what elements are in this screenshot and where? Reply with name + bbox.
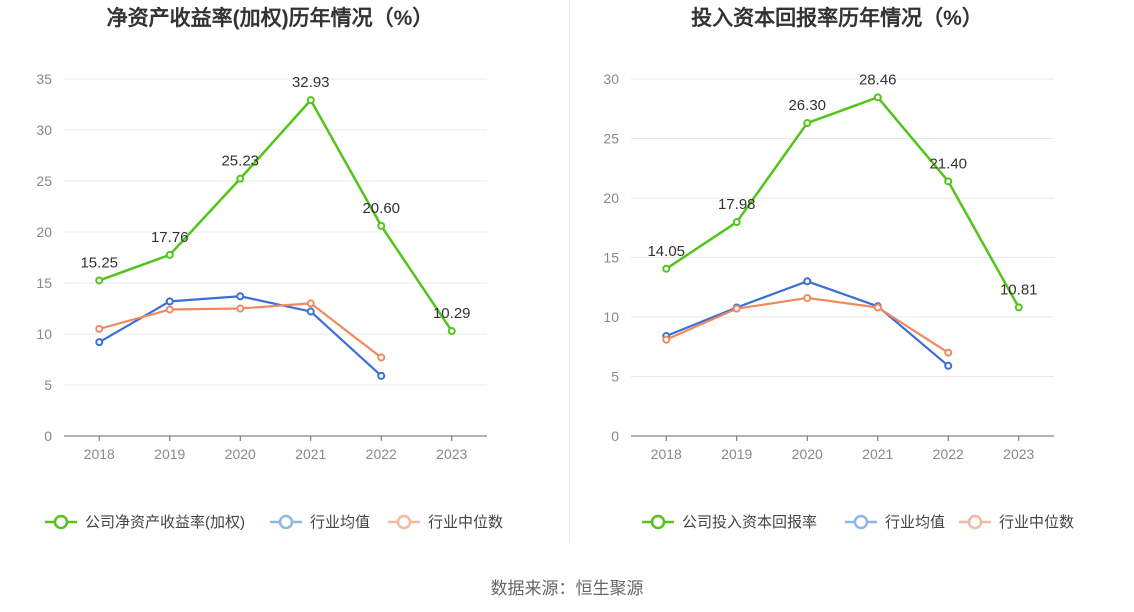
chart1-y-tick-label: 15 xyxy=(36,275,52,291)
chart1-data-label: 10.29 xyxy=(433,305,471,322)
chart2-point-avg xyxy=(803,277,812,286)
chart1-point-avg xyxy=(306,307,315,316)
chart1-legend-label: 行业均值 xyxy=(310,514,370,531)
chart1-x-tick-label: 2018 xyxy=(84,446,115,462)
chart1-series-line-company xyxy=(98,98,453,332)
chart2-data-label: 26.30 xyxy=(788,97,826,114)
roe-chart-panel: 净资产收益率(加权)历年情况（%） 0 5 10 15 20 25 30 35 2018 2019 2… xyxy=(0,0,567,550)
chart1-point-company xyxy=(377,221,386,230)
chart1-data-label: 32.93 xyxy=(292,74,330,91)
chart1-point-company xyxy=(236,174,245,183)
chart2-data-label: 28.46 xyxy=(859,71,897,88)
chart2-legend-label: 公司投入资本回报率 xyxy=(682,514,817,531)
chart1-point-company xyxy=(306,96,315,105)
chart2-data-label: 14.05 xyxy=(647,243,685,260)
chart1-data-label: 17.76 xyxy=(151,229,189,246)
chart2-y-tick-label: 10 xyxy=(603,309,619,325)
chart2-data-label: 10.81 xyxy=(1000,281,1038,298)
chart2-point-median xyxy=(944,348,953,357)
chart1-data-label: 25.23 xyxy=(221,153,259,170)
chart2-y-tick-label: 25 xyxy=(603,131,619,147)
data-source-note: 数据来源：恒生聚源 xyxy=(490,579,644,598)
chart2-legend-marker xyxy=(853,514,869,530)
chart1-point-median xyxy=(95,324,104,333)
chart2-point-company xyxy=(662,264,671,273)
chart1-legend-label: 行业中位数 xyxy=(428,514,503,531)
chart2-legend-item-company[interactable]: 公司投入资本回报率 xyxy=(642,514,817,531)
chart2-x-tick-label: 2022 xyxy=(933,446,964,462)
chart1-point-company xyxy=(447,327,456,336)
chart1-data-label: 15.25 xyxy=(80,254,118,271)
chart1-x-tick-label: 2023 xyxy=(436,446,467,462)
chart2-point-company xyxy=(1014,303,1023,312)
chart1-x-tick-label: 2022 xyxy=(366,446,397,462)
chart1-y-tick-label: 30 xyxy=(36,122,52,138)
chart2-point-company xyxy=(873,93,882,102)
chart2-point-company xyxy=(803,119,812,128)
chart2-data-label: 21.40 xyxy=(929,155,967,172)
chart2-point-median xyxy=(732,304,741,313)
chart2-legend-item-avg[interactable]: 行业均值 xyxy=(845,514,945,531)
chart2-legend-label: 行业均值 xyxy=(885,514,945,531)
chart1-legend-item-company[interactable]: 公司净资产收益率(加权) xyxy=(45,514,245,531)
chart1-legend-label: 公司净资产收益率(加权) xyxy=(85,514,245,531)
chart2-y-tick-label: 30 xyxy=(603,71,619,87)
chart1-legend-item-median[interactable]: 行业中位数 xyxy=(388,514,503,531)
chart1-data-label: 20.60 xyxy=(362,200,400,217)
chart2-legend-item-median[interactable]: 行业中位数 xyxy=(959,514,1074,531)
chart2-legend-label: 行业中位数 xyxy=(999,514,1074,531)
roe-chart: 净资产收益率(加权)历年情况（%） 0 5 10 15 20 25 30 35 2018 2019 2… xyxy=(36,6,503,531)
chart2-point-median xyxy=(662,335,671,344)
chart1-point-median xyxy=(377,353,386,362)
chart2-x-tick-label: 2021 xyxy=(862,446,893,462)
chart2-legend-marker xyxy=(650,514,666,530)
chart2-y-tick-label: 20 xyxy=(603,190,619,206)
chart2-data-label: 17.98 xyxy=(718,196,756,213)
chart2-x-tick-label: 2023 xyxy=(1003,446,1034,462)
chart1-y-tick-label: 10 xyxy=(36,326,52,342)
chart1-x-tick-label: 2021 xyxy=(295,446,326,462)
chart2-point-company xyxy=(944,177,953,186)
chart1-point-avg xyxy=(377,371,386,380)
chart2-legend-marker xyxy=(967,514,983,530)
chart2-series-line-company xyxy=(665,96,1020,308)
chart1-legend-marker xyxy=(53,514,69,530)
chart1-point-median xyxy=(165,305,174,314)
chart1-point-median xyxy=(306,299,315,308)
chart1-point-company xyxy=(165,250,174,259)
chart1-legend-item-avg[interactable]: 行业均值 xyxy=(270,514,370,531)
chart1-point-avg xyxy=(165,297,174,306)
chart2-point-company xyxy=(732,218,741,227)
chart1-y-tick-label: 0 xyxy=(44,428,52,444)
panel-divider xyxy=(569,0,570,542)
chart1-point-median xyxy=(236,304,245,313)
chart1-y-tick-label: 35 xyxy=(36,71,52,87)
chart1-y-tick-label: 25 xyxy=(36,173,52,189)
chart2-series-line-median xyxy=(665,296,949,354)
chart2-x-tick-label: 2020 xyxy=(792,446,823,462)
roic-chart: 投入资本回报率历年情况（%） 0 5 10 15 20 25 30 2018 2019 2020 20… xyxy=(603,6,1074,531)
chart1-legend-marker xyxy=(396,514,412,530)
chart2-y-tick-label: 5 xyxy=(611,369,619,385)
chart2-y-tick-label: 0 xyxy=(611,428,619,444)
chart2-point-median xyxy=(803,293,812,302)
chart2-point-avg xyxy=(944,361,953,370)
chart1-point-avg xyxy=(236,292,245,301)
chart1-point-company xyxy=(95,276,104,285)
chart1-point-avg xyxy=(95,338,104,347)
chart1-x-tick-label: 2020 xyxy=(225,446,256,462)
chart2-point-median xyxy=(873,303,882,312)
chart1-y-tick-label: 5 xyxy=(44,377,52,393)
chart1-y-tick-label: 20 xyxy=(36,224,52,240)
chart2-x-tick-label: 2019 xyxy=(721,446,752,462)
chart2-y-tick-label: 15 xyxy=(603,250,619,266)
roic-chart-panel: 投入资本回报率历年情况（%） 0 5 10 15 20 25 30 2018 2019 2020 20… xyxy=(567,0,1134,550)
chart1-title: 净资产收益率(加权)历年情况（%） xyxy=(107,6,434,30)
chart2-x-tick-label: 2018 xyxy=(651,446,682,462)
chart1-legend-marker xyxy=(278,514,294,530)
chart2-title: 投入资本回报率历年情况（%） xyxy=(691,6,983,30)
chart1-x-tick-label: 2019 xyxy=(154,446,185,462)
